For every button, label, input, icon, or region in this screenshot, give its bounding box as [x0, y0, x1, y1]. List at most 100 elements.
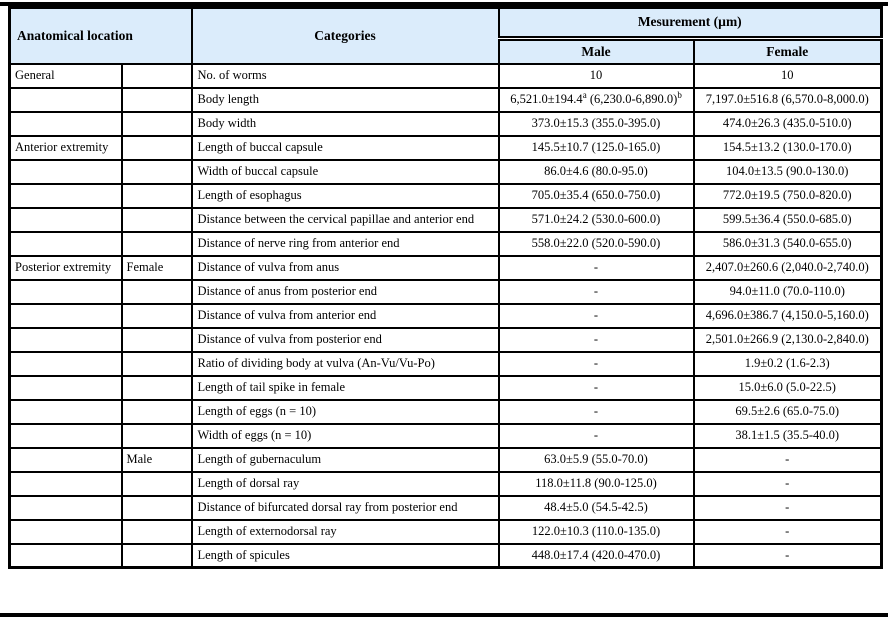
cell-female-value: 2,501.0±266.9 (2,130.0-2,840.0) [692, 326, 883, 353]
cell-category: Distance between the cervical papillae a… [190, 206, 500, 233]
cell-male-value: 571.0±24.2 (530.0-600.0) [497, 206, 695, 233]
cell-female-value: - [692, 470, 883, 497]
cell-category: Length of spicules [190, 542, 500, 569]
cell-male-value: 122.0±10.3 (110.0-135.0) [497, 518, 695, 545]
cell-subgroup [120, 398, 193, 425]
cell-female-value: 15.0±6.0 (5.0-22.5) [692, 374, 883, 401]
header-measurement: Mesurement (µm) [497, 6, 883, 41]
cell-category: Body length [190, 86, 500, 113]
cell-female-value: 1.9±0.2 (1.6-2.3) [692, 350, 883, 377]
cell-female-value: 586.0±31.3 (540.0-655.0) [692, 230, 883, 257]
cell-location: General [8, 62, 123, 89]
cell-subgroup [120, 182, 193, 209]
table-row: Width of eggs (n = 10) -38.1±1.5 (35.5-40… [8, 422, 883, 449]
cell-category: Width of buccal capsule [190, 158, 500, 185]
cell-subgroup: Male [120, 446, 193, 473]
cell-category: Length of externodorsal ray [190, 518, 500, 545]
table-row: Distance between the cervical papillae a… [8, 206, 883, 233]
cell-location [8, 302, 123, 329]
cell-location [8, 350, 123, 377]
cell-location: Posterior extremity [8, 254, 123, 281]
cell-location [8, 326, 123, 353]
cell-category: Length of buccal capsule [190, 134, 500, 161]
cell-location [8, 494, 123, 521]
table-body: General No. of worms 10 10 Body length 6,521.… [8, 62, 883, 569]
cell-female-value: 154.5±13.2 (130.0-170.0) [692, 134, 883, 161]
table-row: Distance of bifurcated dorsal ray from p… [8, 494, 883, 521]
cell-location [8, 86, 123, 113]
cell-male-value: - [497, 254, 695, 281]
cell-subgroup [120, 230, 193, 257]
cell-subgroup [120, 302, 193, 329]
header-anatomical-location: Anatomical location [8, 6, 193, 65]
cell-category: Length of gubernaculum [190, 446, 500, 473]
cell-category: Length of tail spike in female [190, 374, 500, 401]
cell-female-value: 2,407.0±260.6 (2,040.0-2,740.0) [692, 254, 883, 281]
cell-female-value: 474.0±26.3 (435.0-510.0) [692, 110, 883, 137]
cell-location [8, 206, 123, 233]
table-row: Distance of vulva from posterior end -2,5… [8, 326, 883, 353]
top-rule [0, 2, 888, 6]
table-row: Length of spicules 448.0±17.4 (420.0-470.… [8, 542, 883, 569]
table-row: Length of eggs (n = 10) -69.5±2.6 (65.0-7… [8, 398, 883, 425]
cell-male-value: - [497, 398, 695, 425]
cell-subgroup [120, 326, 193, 353]
cell-female-value: 10 [692, 62, 883, 89]
cell-location [8, 398, 123, 425]
header-row-2: Male Female [10, 37, 883, 65]
cell-category: Distance of anus from posterior end [190, 278, 500, 305]
table-row: Length of externodorsal ray 122.0±10.3 (1… [8, 518, 883, 545]
table-row: Width of buccal capsule 86.0±4.6 (80.0-95… [8, 158, 883, 185]
cell-female-value: - [692, 518, 883, 545]
cell-location [8, 230, 123, 257]
table-row: Male Length of gubernaculum 63.0±5.9 (55.0… [8, 446, 883, 473]
table-row: Distance of anus from posterior end -94.0… [8, 278, 883, 305]
cell-location [8, 422, 123, 449]
cell-male-value: 118.0±11.8 (90.0-125.0) [497, 470, 695, 497]
cell-male-value: - [497, 278, 695, 305]
cell-subgroup [120, 422, 193, 449]
table-row: Body length 6,521.0±194.4a (6,230.0-6,890… [8, 86, 883, 113]
table-row: Anterior extremity Length of buccal capsu… [8, 134, 883, 161]
table-row: Length of dorsal ray 118.0±11.8 (90.0-125… [8, 470, 883, 497]
header-male: Male [497, 37, 695, 65]
cell-category: Distance of vulva from anus [190, 254, 500, 281]
cell-male-value: 6,521.0±194.4a (6,230.0-6,890.0)b [497, 86, 695, 113]
cell-male-value: - [497, 374, 695, 401]
cell-category: Length of esophagus [190, 182, 500, 209]
cell-female-value: 7,197.0±516.8 (6,570.0-8,000.0) [692, 86, 883, 113]
cell-location [8, 470, 123, 497]
cell-subgroup: Female [120, 254, 193, 281]
table-row: Length of tail spike in female -15.0±6.0 … [8, 374, 883, 401]
cell-female-value: - [692, 446, 883, 473]
cell-male-value: 86.0±4.6 (80.0-95.0) [497, 158, 695, 185]
cell-male-value: 145.5±10.7 (125.0-165.0) [497, 134, 695, 161]
cell-category: Distance of nerve ring from anterior end [190, 230, 500, 257]
cell-subgroup [120, 542, 193, 569]
cell-location [8, 542, 123, 569]
cell-category: Body width [190, 110, 500, 137]
cell-female-value: 94.0±11.0 (70.0-110.0) [692, 278, 883, 305]
table-row: Distance of vulva from anterior end -4,69… [8, 302, 883, 329]
cell-subgroup [120, 86, 193, 113]
cell-subgroup [120, 134, 193, 161]
cell-location: Anterior extremity [8, 134, 123, 161]
cell-female-value: 772.0±19.5 (750.0-820.0) [692, 182, 883, 209]
cell-male-value: - [497, 422, 695, 449]
table-row: Body width 373.0±15.3 (355.0-395.0) 474.0±… [8, 110, 883, 137]
header-row-1: Anatomical location Categories Mesuremen… [8, 6, 883, 65]
cell-category: Distance of vulva from posterior end [190, 326, 500, 353]
cell-category: No. of worms [190, 62, 500, 89]
cell-location [8, 374, 123, 401]
cell-male-value: 63.0±5.9 (55.0-70.0) [497, 446, 695, 473]
cell-female-value: 69.5±2.6 (65.0-75.0) [692, 398, 883, 425]
cell-male-value: - [497, 326, 695, 353]
cell-male-value: 10 [497, 62, 695, 89]
cell-subgroup [120, 518, 193, 545]
cell-female-value: 38.1±1.5 (35.5-40.0) [692, 422, 883, 449]
cell-location [8, 182, 123, 209]
table-row: General No. of worms 10 10 [8, 62, 883, 89]
table-row: Posterior extremity Female Distance of vul… [8, 254, 883, 281]
cell-location [8, 446, 123, 473]
table-row: Ratio of dividing body at vulva (An-Vu/V… [8, 350, 883, 377]
